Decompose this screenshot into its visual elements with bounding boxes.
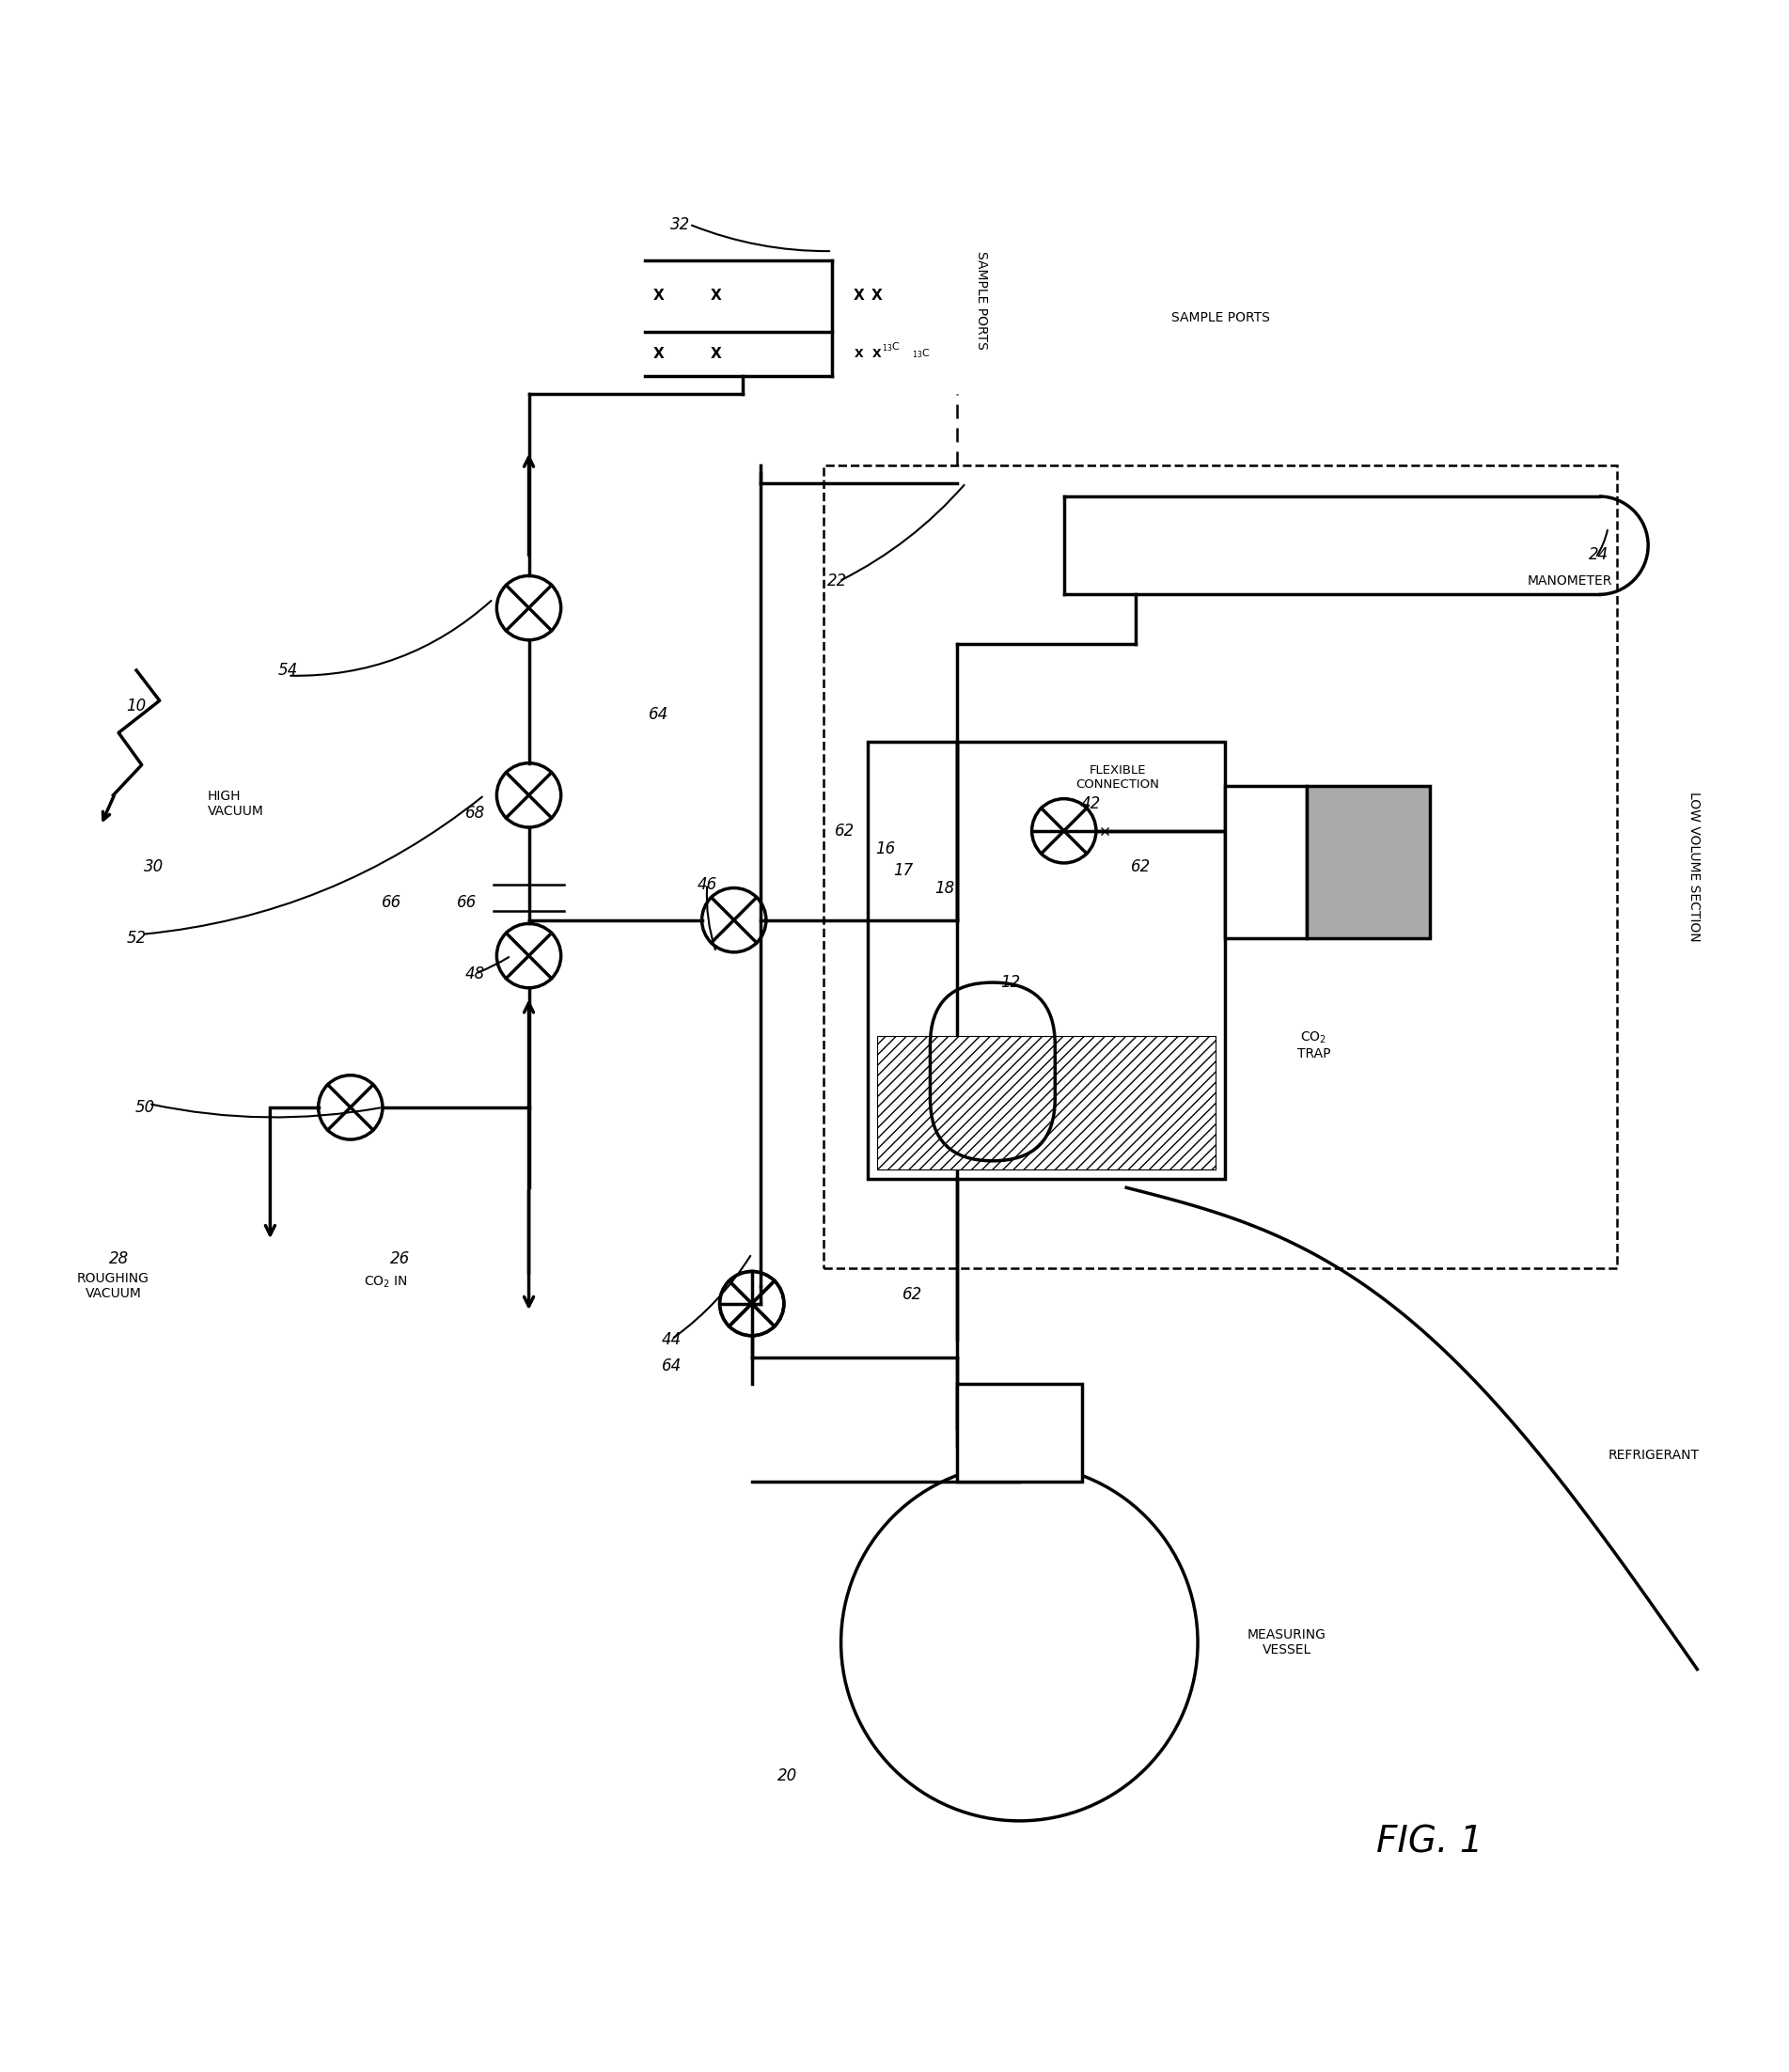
Text: CO$_2$ IN: CO$_2$ IN (365, 1274, 408, 1291)
Text: 28: 28 (109, 1251, 129, 1268)
Text: FLEXIBLE
CONNECTION: FLEXIBLE CONNECTION (1075, 765, 1159, 792)
Bar (823, 466, 1617, 1268)
Text: SAMPLE PORTS: SAMPLE PORTS (1172, 311, 1270, 325)
Text: X: X (653, 346, 664, 361)
Text: X: X (710, 346, 721, 361)
Text: 64: 64 (649, 707, 669, 723)
Text: 64: 64 (662, 1357, 682, 1374)
Text: SAMPLE PORTS: SAMPLE PORTS (975, 251, 988, 350)
Text: 62: 62 (834, 823, 855, 839)
Bar (1224, 785, 1306, 939)
Text: 10: 10 (127, 698, 147, 715)
Text: X: X (855, 348, 864, 361)
Text: $_{13}$C: $_{13}$C (882, 340, 900, 354)
Text: 50: 50 (136, 1098, 156, 1117)
Text: X: X (710, 288, 721, 303)
Text: X: X (873, 348, 882, 361)
Bar (957, 1384, 1082, 1481)
Text: 46: 46 (698, 876, 717, 893)
Text: 26: 26 (390, 1251, 410, 1268)
Text: HIGH
VACUUM: HIGH VACUUM (208, 789, 265, 818)
Text: 48: 48 (465, 966, 485, 982)
Text: 16: 16 (875, 841, 896, 858)
Text: 17: 17 (893, 862, 914, 879)
Text: 18: 18 (934, 879, 955, 897)
Text: $_{13}$C: $_{13}$C (912, 348, 930, 361)
Bar (877, 1036, 1215, 1171)
Text: X: X (653, 288, 664, 303)
Text: X: X (871, 288, 882, 303)
Text: 44: 44 (662, 1330, 682, 1347)
Text: 52: 52 (127, 930, 147, 947)
Text: COUNTING
VIAL: COUNTING VIAL (1315, 812, 1385, 839)
Text: 66: 66 (456, 893, 476, 912)
Text: 12: 12 (1000, 974, 1020, 990)
Bar (1306, 785, 1429, 939)
Text: ROUGHING
VACUUM: ROUGHING VACUUM (77, 1272, 148, 1299)
Text: 24: 24 (1589, 545, 1608, 564)
Text: LOW VOLUME SECTION: LOW VOLUME SECTION (1687, 792, 1700, 941)
Text: MANOMETER: MANOMETER (1528, 574, 1612, 588)
Text: CO$_2$
TRAP: CO$_2$ TRAP (1297, 1030, 1331, 1061)
Text: 30: 30 (145, 858, 165, 874)
Text: 62: 62 (1131, 858, 1150, 874)
Text: 54: 54 (277, 661, 299, 680)
Text: 42: 42 (1081, 796, 1100, 812)
Text: 20: 20 (778, 1767, 798, 1784)
Text: 62: 62 (902, 1287, 923, 1303)
Text: 32: 32 (671, 215, 691, 232)
Text: REFRIGERANT: REFRIGERANT (1608, 1448, 1700, 1461)
Text: MEASURING
VESSEL: MEASURING VESSEL (1247, 1629, 1326, 1658)
Bar (868, 742, 1224, 1179)
Text: 66: 66 (381, 893, 401, 912)
Text: X: X (853, 288, 864, 303)
Text: FIG. 1: FIG. 1 (1376, 1825, 1483, 1861)
Text: 68: 68 (465, 804, 485, 821)
Text: 22: 22 (828, 572, 848, 591)
